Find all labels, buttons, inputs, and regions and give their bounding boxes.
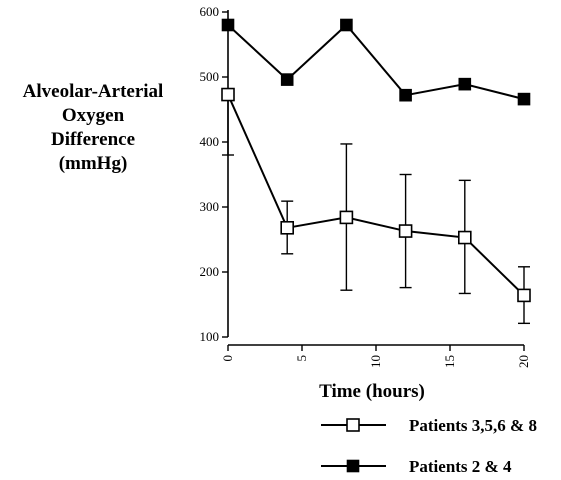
y-tick-label: 200 — [200, 264, 220, 279]
y-tick-label: 100 — [200, 329, 220, 344]
y-tick-label: 300 — [200, 199, 220, 214]
x-tick-label: 0 — [220, 355, 235, 362]
series-line-1 — [227, 23, 525, 101]
open-square-point — [398, 224, 413, 238]
filled-square-point — [221, 18, 235, 32]
y-tick-label: 600 — [200, 4, 220, 19]
open-square-point — [339, 210, 354, 225]
x-tick-label: 5 — [294, 355, 309, 362]
open-square-point — [280, 221, 295, 235]
x-tick-label: 10 — [368, 355, 383, 368]
y-tick-label: 500 — [200, 69, 220, 84]
legend-marker-1 — [346, 459, 360, 473]
filled-square-point — [517, 92, 531, 106]
error-bars — [222, 94, 530, 325]
legend: Patients 3,5,6 & 8 Patients 2 & 4 — [321, 416, 537, 476]
x-tick-label: 20 — [516, 355, 531, 368]
open-square-point — [221, 87, 235, 102]
y-tick-label: 400 — [200, 134, 220, 149]
y-axis-title-line-2: Oxygen — [61, 105, 125, 126]
legend-label-0: Patients 3,5,6 & 8 — [409, 416, 537, 435]
y-axis-title: Alveolar-Arterial Oxygen Difference (mmH… — [4, 80, 182, 176]
y-axis-title-line-1: Alveolar-Arterial — [22, 81, 164, 102]
filled-square-point — [458, 77, 472, 91]
filled-square-point — [280, 73, 294, 86]
x-tick-label: 15 — [442, 355, 457, 368]
series-line-0 — [227, 94, 525, 297]
axes: 100 200 300 400 500 600 0 5 10 15 20 — [200, 4, 532, 368]
open-square-point — [517, 288, 531, 303]
legend-label-1: Patients 2 & 4 — [409, 457, 512, 476]
filled-square-point — [399, 88, 412, 102]
y-axis-title-line-4: (mmHg) — [58, 153, 128, 174]
open-square-point — [457, 230, 472, 245]
series-lines — [227, 23, 525, 297]
filled-square-point — [340, 18, 353, 32]
x-axis-title: Time (hours) — [319, 381, 425, 402]
y-axis-title-line-3: Difference — [50, 129, 136, 150]
series-markers — [221, 18, 531, 303]
legend-marker-0 — [346, 418, 360, 432]
